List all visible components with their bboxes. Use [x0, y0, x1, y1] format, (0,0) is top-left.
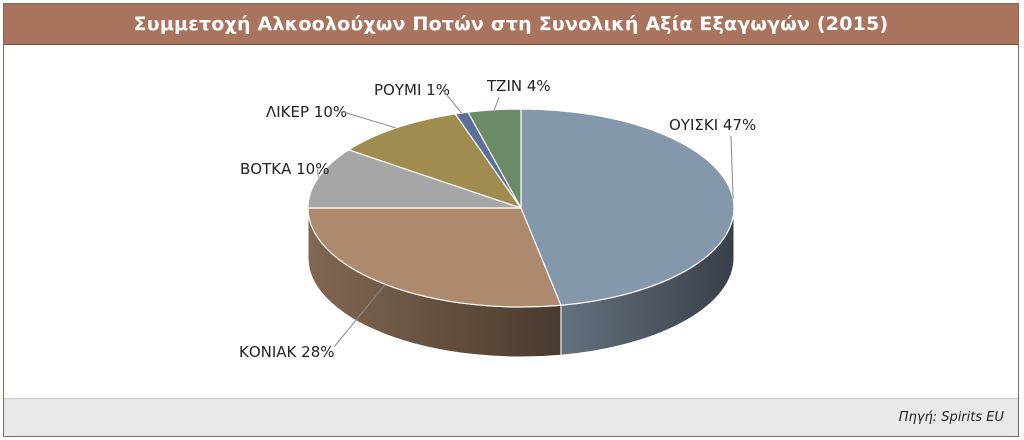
data-label-τζιν: ΤΖΙΝ 4%: [486, 77, 551, 95]
data-label-βοτκα: ΒΟΤΚΑ 10%: [240, 160, 329, 178]
pie-chart: ΟΥΙΣΚΙ 47% ΚΟΝΙΑΚ 28% ΒΟΤΚΑ 10% ΛΙΚΕΡ 10% ΡΟ…: [239, 77, 756, 361]
leader-line-ρουμι: [442, 89, 462, 114]
source-note: Πηγή: Spirits EU: [898, 410, 1004, 425]
leader-line-βοτκα: [316, 168, 319, 178]
pie-slices: [307, 108, 735, 308]
data-label-λικερ: ΛΙΚΕΡ 10%: [266, 103, 347, 121]
leader-line-λικερ: [343, 111, 396, 129]
leader-line-ουισκι: [730, 135, 734, 199]
data-label-ρουμι: ΡΟΥΜΙ 1%: [374, 81, 450, 99]
data-label-ουισκι: ΟΥΙΣΚΙ 47%: [669, 116, 756, 134]
pie-slice-κονιακ: [307, 207, 562, 308]
pie-slice-τζιν: [467, 108, 522, 209]
chart-frame: Συμμετοχή Αλκοολούχων Ποτών στη Συνολική…: [3, 3, 1019, 437]
pie-labels: ΟΥΙΣΚΙ 47% ΚΟΝΙΑΚ 28% ΒΟΤΚΑ 10% ΛΙΚΕΡ 10% ΡΟ…: [239, 77, 756, 361]
chart-area: ΟΥΙΣΚΙ 47% ΚΟΝΙΑΚ 28% ΒΟΤΚΑ 10% ΛΙΚΕΡ 10% ΡΟ…: [4, 45, 1018, 400]
data-label-κονιακ: ΚΟΝΙΑΚ 28%: [239, 343, 335, 361]
leader-line-τζιν: [493, 96, 500, 110]
chart-title: Συμμετοχή Αλκοολούχων Ποτών στη Συνολική…: [4, 4, 1018, 45]
source-bar: Πηγή: Spirits EU: [4, 398, 1018, 436]
leader-line-κονιακ: [333, 283, 386, 348]
